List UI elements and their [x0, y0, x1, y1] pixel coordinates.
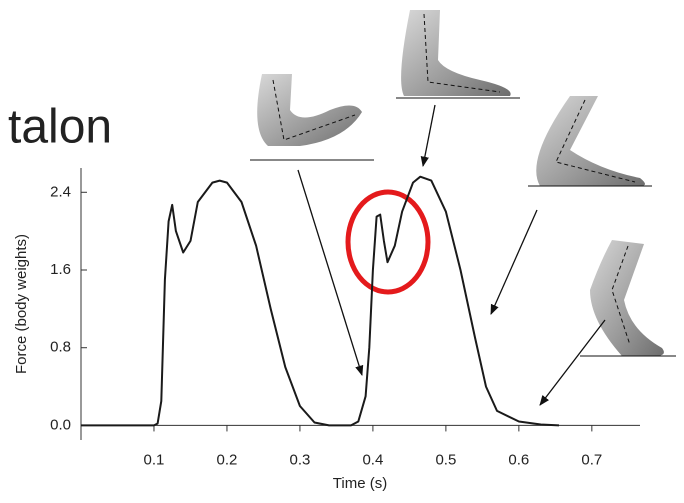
y-axis-label: Force (body weights): [13, 234, 30, 374]
arrow: [297, 169, 364, 376]
arrow: [420, 104, 436, 168]
foot-image: [396, 10, 520, 99]
highlight-circle: [345, 189, 431, 295]
x-tick-label: 0.4: [362, 451, 383, 468]
x-tick-label: 0.2: [217, 451, 238, 468]
arrow: [539, 319, 606, 406]
y-tick-label: 0.0: [50, 416, 71, 433]
x-tick-label: 0.3: [289, 451, 310, 468]
foot-images: [250, 10, 676, 357]
x-tick-label: 0.5: [435, 451, 456, 468]
foot-image: [580, 240, 676, 357]
y-tick-label: 0.8: [50, 339, 71, 356]
y-tick-label: 2.4: [50, 183, 71, 200]
foot-image: [528, 96, 652, 187]
x-tick-label: 0.7: [581, 451, 602, 468]
arrow: [490, 209, 538, 315]
x-tick-label: 0.1: [144, 451, 165, 468]
x-axis-label: Time (s): [333, 475, 387, 492]
annotation: talon: [8, 101, 112, 154]
arrows: [297, 104, 606, 406]
foot-image: [250, 74, 374, 161]
force-curve: [81, 175, 560, 427]
y-tick-label: 1.6: [50, 261, 71, 278]
x-tick-label: 0.6: [508, 451, 529, 468]
